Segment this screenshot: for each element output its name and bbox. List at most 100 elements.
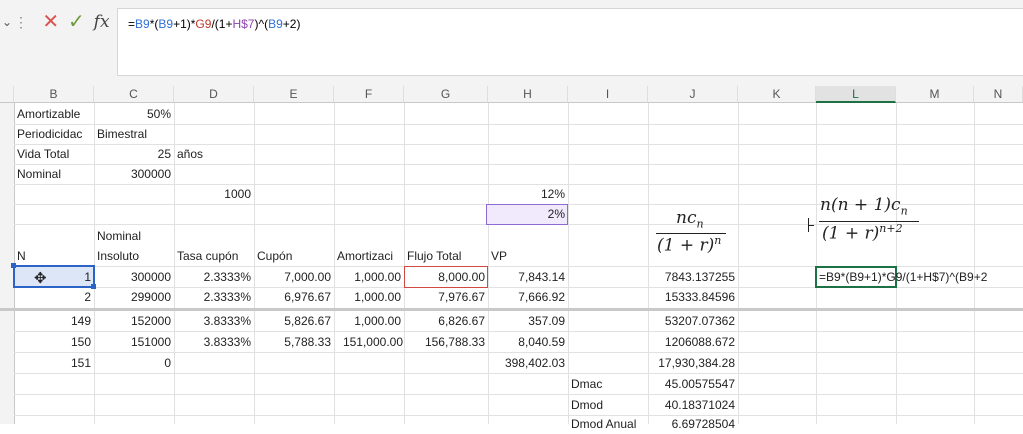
selection-handle[interactable] <box>11 263 16 268</box>
selection-handle[interactable] <box>91 284 96 289</box>
column-header-f[interactable]: F <box>334 86 404 103</box>
select-all-corner[interactable] <box>0 86 14 103</box>
cell-e-row150[interactable]: 5,788.33 <box>284 335 331 349</box>
cell-b-vida[interactable]: Vida Total <box>17 147 70 161</box>
cell-h-row1[interactable]: 7,843.14 <box>518 270 565 284</box>
cell-d-row149[interactable]: 3.8333% <box>203 314 251 328</box>
column-header-d[interactable]: D <box>174 86 254 103</box>
cell-d-row150[interactable]: 3.8333% <box>203 335 251 349</box>
cell-d-row1[interactable]: 2.3333% <box>203 270 251 284</box>
cell-j-row1[interactable]: 7843.137255 <box>664 270 735 284</box>
formula-ref-b9: B9 <box>158 17 174 31</box>
cell-c-periodicidad[interactable]: Bimestral <box>97 127 148 141</box>
cell-b-row1[interactable]: 1 <box>84 270 91 284</box>
cell-g-row1[interactable]: 8,000.00 <box>438 270 485 284</box>
cell-b-periodicidad[interactable]: Periodicidac <box>17 127 83 141</box>
header-vp[interactable]: VP <box>491 249 508 263</box>
cell-h-rate-annual[interactable]: 12% <box>540 187 565 201</box>
cell-b-amortizable[interactable]: Amortizable <box>17 107 81 121</box>
cell-e-row149[interactable]: 5,826.67 <box>284 314 331 328</box>
label-dmod-anual[interactable]: Dmod Anual <box>571 417 637 431</box>
cell-j-row149[interactable]: 53207.07362 <box>664 314 735 328</box>
cell-g-row149[interactable]: 6,826.67 <box>438 314 485 328</box>
grid-line <box>14 144 1023 145</box>
label-dmac[interactable]: Dmac <box>571 377 603 391</box>
cell-j-row150[interactable]: 1206088.672 <box>664 335 735 349</box>
insert-function-icon[interactable]: fx <box>93 12 110 32</box>
column-header-k[interactable]: K <box>738 86 816 103</box>
cell-c-row151[interactable]: 0 <box>164 356 171 370</box>
cell-l-row1-editing[interactable]: =B9*(B9+1)*G9/(1+H$7)^(B9+2 <box>819 270 988 284</box>
cell-c-vida[interactable]: 25 <box>157 147 171 161</box>
header-nominal-1[interactable]: Nominal <box>97 229 142 243</box>
formula-input[interactable]: =B9*(B9+1)*G9/(1+H$7)^(B9+2) <box>117 8 1023 76</box>
header-amortizacion[interactable]: Amortizaci <box>337 249 394 263</box>
grid-line <box>488 103 489 424</box>
namebox-area: ⌄ ⋮ <box>0 8 28 36</box>
grid-line <box>648 103 649 424</box>
cell-b-row2[interactable]: 2 <box>84 290 91 304</box>
cell-d-1000[interactable]: 1000 <box>224 187 251 201</box>
header-tasa[interactable]: Tasa cupón <box>177 249 239 263</box>
cell-b-nominal[interactable]: Nominal <box>17 167 62 181</box>
cell-c-row149[interactable]: 152000 <box>130 314 171 328</box>
cell-g-row150[interactable]: 156,788.33 <box>424 335 485 349</box>
cell-b-row150[interactable]: 150 <box>70 335 91 349</box>
column-header-i[interactable]: I <box>568 86 648 103</box>
cell-h-row149[interactable]: 357.09 <box>528 314 565 328</box>
cell-e-row1[interactable]: 7,000.00 <box>284 270 331 284</box>
value-dmac[interactable]: 45.00575547 <box>664 377 735 391</box>
column-header-c[interactable]: C <box>94 86 174 103</box>
cell-c-row2[interactable]: 299000 <box>130 290 171 304</box>
column-header-l[interactable]: L <box>816 86 896 103</box>
cell-f-row150[interactable]: 151,000.00 <box>342 335 403 349</box>
value-dmod-anual[interactable]: 6.69728504 <box>671 417 735 431</box>
math-text: (1 + r) <box>822 223 880 244</box>
active-cell-l9[interactable] <box>815 266 897 288</box>
cell-h-row2[interactable]: 7,666.92 <box>518 290 565 304</box>
cell-g-row2[interactable]: 7,976.67 <box>438 290 485 304</box>
math-text: n(n + 1)c <box>820 195 901 215</box>
column-header-e[interactable]: E <box>254 86 334 103</box>
cell-e-row2[interactable]: 6,976.67 <box>284 290 331 304</box>
grid-line <box>974 103 975 424</box>
grid-line <box>896 103 897 424</box>
cell-b-row149[interactable]: 149 <box>70 314 91 328</box>
more-options-icon[interactable]: ⋮ <box>14 13 28 30</box>
column-header-b[interactable]: B <box>14 86 94 103</box>
cell-f-row149[interactable]: 1,000.00 <box>354 314 401 328</box>
column-header-g[interactable]: G <box>404 86 488 103</box>
cell-c-row1[interactable]: 300000 <box>130 270 171 284</box>
column-header-m[interactable]: M <box>896 86 974 103</box>
cell-c-row150[interactable]: 151000 <box>130 335 171 349</box>
enter-icon[interactable]: ✓ <box>68 11 85 33</box>
cell-h-rate-period[interactable]: 2% <box>547 207 565 221</box>
cell-h-row151[interactable]: 398,402.03 <box>504 356 565 370</box>
column-header-n[interactable]: N <box>974 86 1023 103</box>
cell-d-vida[interactable]: años <box>177 147 204 161</box>
header-n[interactable]: N <box>17 249 26 263</box>
cell-d-row2[interactable]: 2.3333% <box>203 290 251 304</box>
cell-j-row151[interactable]: 17,930,384.28 <box>658 356 735 370</box>
cell-f-row2[interactable]: 1,000.00 <box>354 290 401 304</box>
fraction-line <box>656 233 726 234</box>
cell-j-row2[interactable]: 15333.84596 <box>664 290 735 304</box>
value-dmod[interactable]: 40.18371024 <box>664 398 735 412</box>
cell-c-amortizable[interactable]: 50% <box>146 107 171 121</box>
column-header-j[interactable]: J <box>648 86 738 103</box>
grid-line <box>14 352 1023 353</box>
move-cursor-icon: ✥ <box>34 270 47 287</box>
cell-b-row151[interactable]: 151 <box>70 356 91 370</box>
label-dmod[interactable]: Dmod <box>571 398 604 412</box>
header-cupon[interactable]: Cupón <box>257 249 293 263</box>
column-header-h[interactable]: H <box>488 86 568 103</box>
cancel-icon[interactable]: ✕ <box>42 11 60 33</box>
selected-cell-b9[interactable] <box>13 265 95 288</box>
namebox-dropdown-icon[interactable]: ⌄ <box>1 15 13 29</box>
header-flujo[interactable]: Flujo Total <box>407 249 462 263</box>
grid-line <box>14 266 1023 267</box>
cell-f-row1[interactable]: 1,000.00 <box>354 270 401 284</box>
header-nominal-2[interactable]: Insoluto <box>97 249 140 263</box>
cell-c-nominal[interactable]: 300000 <box>130 167 171 181</box>
cell-h-row150[interactable]: 8,040.59 <box>518 335 565 349</box>
